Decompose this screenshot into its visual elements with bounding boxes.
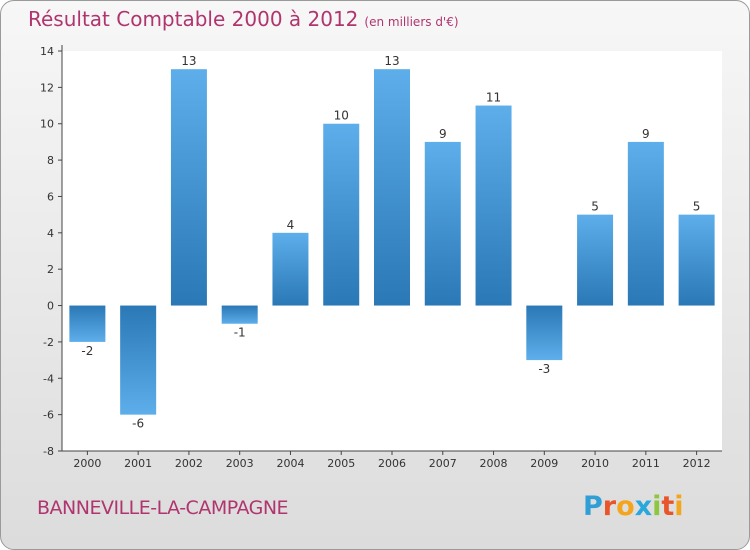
data-label-2001: -6 [132,417,144,431]
y-tick-label: 10 [40,118,54,131]
x-tick-label-2008: 2008 [480,457,508,470]
chart-title: Résultat Comptable 2000 à 2012 (en millie… [28,7,459,31]
bar-2003 [221,305,258,324]
bar-2002 [170,69,207,306]
logo-letter: t [661,491,675,522]
bar-2012 [678,214,715,306]
bar-2011 [627,141,664,306]
x-tick-label-2006: 2006 [378,457,406,470]
x-tick-label-2007: 2007 [429,457,457,470]
x-tick-label-2000: 2000 [73,457,101,470]
logo-letter: o [616,491,635,522]
y-tick-label: -2 [43,336,54,349]
y-tick-label: 14 [40,45,54,58]
data-label-2000: -2 [81,344,93,358]
bar-2007 [424,141,461,306]
y-tick-label: -6 [43,409,54,422]
data-label-2009: -3 [538,362,550,376]
logo-letter: i [652,491,662,522]
bar-2006 [374,69,410,306]
x-tick-label-2005: 2005 [327,457,355,470]
y-tick-label: 0 [47,300,54,313]
x-tick-label-2004: 2004 [276,457,304,470]
y-tick-label: 6 [47,190,54,203]
data-label-2006: 13 [384,54,399,68]
data-label-2008: 11 [486,91,501,105]
bar-2000 [69,305,106,342]
chart-title-text: Résultat Comptable 2000 à 2012 [28,7,359,31]
logo-letter: i [674,491,684,522]
x-tick-label-2012: 2012 [683,457,711,470]
y-tick-label: 8 [47,154,54,167]
y-tick-label: 12 [40,81,54,94]
x-tick-label-2003: 2003 [226,457,254,470]
data-label-2004: 4 [287,218,295,232]
y-tick-label: -8 [43,445,54,458]
data-label-2011: 9 [642,127,650,141]
proxiti-logo: Proxiti [583,491,684,522]
data-label-2002: 13 [181,54,196,68]
logo-letter: x [634,491,653,522]
data-label-2005: 10 [334,109,349,123]
y-tick-label: 2 [47,263,54,276]
bar-2004 [272,232,309,306]
bar-2008 [475,105,512,306]
logo-letter: P [583,491,603,522]
data-label-2007: 9 [439,127,447,141]
x-tick-label-2001: 2001 [124,457,152,470]
data-label-2003: -1 [234,326,246,340]
x-tick-label-2011: 2011 [632,457,660,470]
chart-subtitle: (en milliers d'€) [364,15,459,29]
logo-letter: r [602,491,617,522]
bar-2010 [577,214,614,306]
bar-2009 [526,305,563,361]
x-tick-label-2002: 2002 [175,457,203,470]
data-label-2012: 5 [693,200,701,214]
bar-2001 [120,305,157,415]
y-tick-label: -4 [43,372,54,385]
y-tick-label: 4 [47,227,54,240]
x-tick-label-2009: 2009 [530,457,558,470]
data-label-2010: 5 [591,200,599,214]
city-name: BANNEVILLE-LA-CAMPAGNE [37,497,289,519]
x-tick-label-2010: 2010 [581,457,609,470]
bars: -2 -6 13 -1 4 10 13 9 11 -3 5 9 5 [69,54,715,431]
bar-2005 [323,123,360,306]
